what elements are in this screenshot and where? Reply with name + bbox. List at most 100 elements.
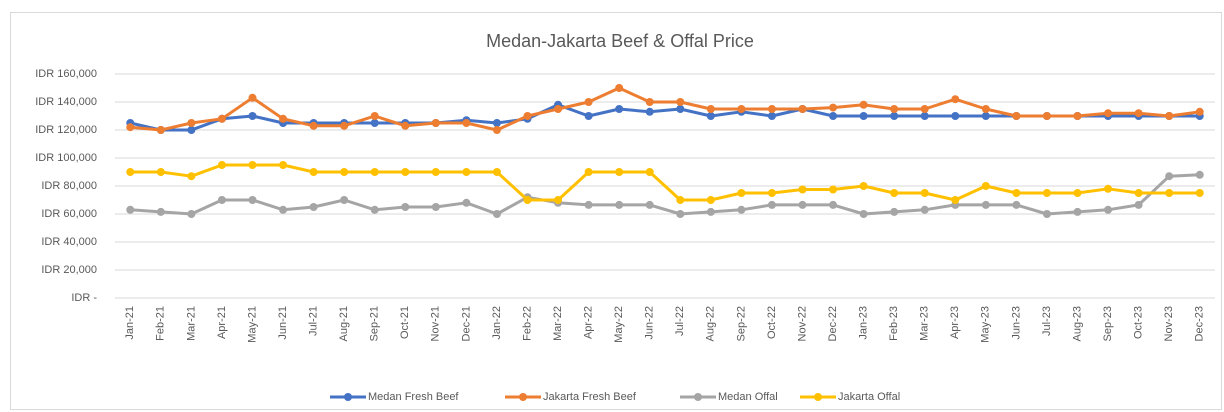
point — [1042, 210, 1051, 218]
point — [431, 119, 440, 127]
x-tick-label: May-21 — [246, 306, 258, 343]
point — [1165, 189, 1174, 197]
point — [859, 182, 868, 190]
point — [645, 107, 654, 116]
point — [859, 112, 868, 120]
y-tick-label: IDR - — [71, 292, 97, 304]
point — [462, 119, 471, 127]
x-tick-label: Sep-22 — [735, 306, 747, 341]
point — [1165, 112, 1174, 120]
x-tick-label: Nov-21 — [430, 306, 442, 341]
point — [1073, 207, 1082, 216]
point — [1195, 189, 1204, 197]
point — [1073, 112, 1082, 120]
point — [187, 172, 196, 181]
x-tick-label: Mar-23 — [919, 306, 931, 341]
chart-border — [10, 12, 1222, 410]
y-tick-label: IDR 100,000 — [35, 152, 97, 164]
point — [492, 168, 501, 176]
legend-label: Medan Offal — [718, 391, 778, 403]
chart-title: Medan-Jakarta Beef & Offal Price — [486, 31, 754, 51]
point — [554, 196, 563, 204]
point — [523, 196, 532, 204]
point — [676, 196, 685, 204]
point — [981, 112, 990, 120]
legend-marker — [694, 393, 702, 401]
point — [767, 105, 776, 113]
legend-marker — [814, 393, 822, 401]
series-line — [130, 173, 1200, 216]
point — [370, 112, 379, 120]
legend-label: Medan Fresh Beef — [368, 391, 459, 403]
x-tick-label: Apr-21 — [216, 306, 228, 339]
point — [615, 105, 624, 113]
x-tick-label: Mar-22 — [552, 306, 564, 341]
point — [1134, 200, 1143, 209]
point — [248, 93, 257, 102]
point — [1104, 109, 1113, 118]
point — [248, 161, 257, 169]
x-tick-label: Jun-22 — [644, 306, 656, 340]
point — [737, 205, 746, 214]
point — [1165, 172, 1174, 181]
legend-label: Jakarta Fresh Beef — [543, 391, 637, 403]
point — [584, 112, 593, 120]
point — [1195, 170, 1204, 179]
point — [737, 105, 746, 113]
point — [676, 98, 685, 106]
x-tick-label: Oct-21 — [399, 306, 411, 339]
point — [126, 205, 135, 214]
point — [187, 119, 196, 127]
x-tick-label: Feb-21 — [155, 306, 167, 341]
point — [462, 168, 471, 176]
point — [217, 114, 226, 123]
point — [217, 161, 226, 169]
point — [492, 119, 501, 127]
point — [737, 189, 746, 197]
point — [890, 189, 899, 197]
point — [309, 168, 318, 176]
x-tick-label: May-23 — [980, 306, 992, 343]
y-tick-label: IDR 80,000 — [41, 180, 97, 192]
y-tick-label: IDR 120,000 — [35, 124, 97, 136]
y-tick-label: IDR 140,000 — [35, 96, 97, 108]
point — [1104, 184, 1113, 193]
x-tick-label: Apr-23 — [949, 306, 961, 339]
point — [951, 95, 960, 104]
point — [829, 112, 838, 120]
point — [248, 196, 257, 204]
point — [676, 105, 685, 113]
point — [1012, 200, 1021, 209]
point — [279, 114, 288, 123]
point — [920, 105, 929, 113]
point — [279, 205, 288, 214]
x-tick-label: Nov-23 — [1163, 306, 1175, 341]
x-tick-label: Aug-21 — [338, 306, 350, 341]
point — [248, 112, 257, 120]
point — [309, 203, 318, 211]
x-tick-label: Jan-23 — [858, 306, 870, 340]
point — [645, 98, 654, 106]
point — [340, 121, 349, 130]
point — [492, 126, 501, 134]
legend-marker — [519, 393, 527, 401]
point — [920, 189, 929, 197]
x-tick-label: Jun-21 — [277, 306, 289, 340]
x-tick-label: Mar-21 — [185, 306, 197, 341]
x-tick-label: Aug-22 — [705, 306, 717, 341]
y-tick-label: IDR 40,000 — [41, 236, 97, 248]
point — [981, 105, 990, 113]
x-tick-label: Feb-22 — [521, 306, 533, 341]
point — [1134, 189, 1143, 197]
point — [401, 168, 410, 176]
point — [890, 112, 899, 120]
y-tick-label: IDR 60,000 — [41, 208, 97, 220]
x-tick-label: Jul-23 — [1041, 306, 1053, 336]
point — [523, 112, 532, 120]
point — [829, 200, 838, 209]
x-tick-label: Sep-21 — [369, 306, 381, 341]
point — [340, 196, 349, 204]
point — [767, 189, 776, 197]
point — [462, 198, 471, 207]
point — [920, 112, 929, 120]
